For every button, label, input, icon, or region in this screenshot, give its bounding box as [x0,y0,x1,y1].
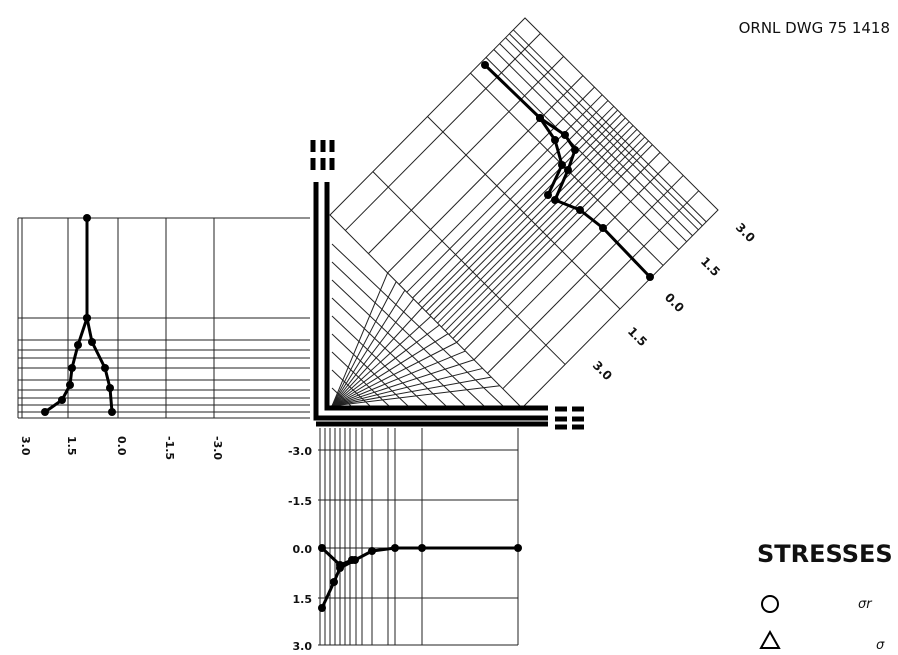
scale-label: 3.0 [293,640,313,653]
curve-point [336,561,344,569]
scale-label: 1.5 [625,324,650,349]
curve-point [101,364,109,372]
legend-label: σ [876,638,885,653]
scale-label: 1.5 [293,593,313,606]
scale-label: 3.0 [733,220,758,245]
curve-point [83,314,91,322]
grid-line [332,325,439,406]
curve-point [558,161,566,169]
curve-point [74,341,82,349]
curve-point [544,191,552,199]
left-curve [45,218,87,412]
grid-line [513,30,706,222]
bottom-scale: -3.0 -1.5 0.0 1.5 3.0 [288,445,312,653]
curve-point [68,364,76,372]
circle-symbol [762,596,778,612]
left-panel [18,218,310,418]
grid-line [509,34,702,226]
curve-point [481,61,489,69]
grid-line [332,244,503,406]
curve-point [571,146,579,154]
curve-point [514,544,522,552]
legend: STRESSES σr σ [757,540,893,653]
curve-point [418,544,426,552]
scale-label: 3.0 [590,358,615,383]
triangle-symbol [761,632,779,648]
curve-point [536,114,544,122]
scale-label: 1.5 [698,254,723,279]
curve-point [83,214,91,222]
scale-label: 0.0 [293,543,313,556]
curve-point [348,556,356,564]
drawing: ORNL DWG 75 1418 3.0 1.5 0.0 -1.5 -3.0 -… [0,0,898,655]
scale-label: -1.5 [163,436,176,460]
curve-point [318,604,326,612]
drawing-number: ORNL DWG 75 1418 [739,19,890,37]
curve-point [599,224,607,232]
stress-curves [45,65,650,608]
legend-title: STRESSES [757,540,893,568]
scale-label: 3.0 [19,436,32,456]
diagonal-panel [330,18,718,408]
grid-line [332,290,405,406]
curve-point [368,547,376,555]
grid-line [506,38,699,230]
curve-point [88,338,96,346]
grid-line [494,50,687,242]
curve-point [576,206,584,214]
scale-label: -3.0 [288,445,312,458]
break-mark [555,409,584,427]
curve-point [561,131,569,139]
grid-line [332,280,465,406]
curve-point [646,273,654,281]
scale-label: -3.0 [211,436,224,460]
pipe-wall [313,140,584,427]
curve-point [391,544,399,552]
scale-label: 1.5 [65,436,78,456]
curve-point [108,408,116,416]
break-mark [313,140,332,170]
curve-point [551,136,559,144]
left-scale: 3.0 1.5 0.0 -1.5 -3.0 [19,436,224,460]
curve-point [106,384,114,392]
curve-point [318,544,326,552]
grid-line [486,57,679,249]
grid-line [500,44,693,236]
curve-points [41,61,654,612]
curve-point [66,381,74,389]
curve-point [551,196,559,204]
legend-label: σr [858,597,873,612]
scale-label: -1.5 [288,495,312,508]
curve-point [330,578,338,586]
curve-point [58,396,66,404]
outer-wall [316,182,548,418]
curve-point [41,408,49,416]
bottom-panel [318,428,518,645]
scale-label: 0.0 [115,436,128,456]
scale-label: 0.0 [662,290,687,315]
